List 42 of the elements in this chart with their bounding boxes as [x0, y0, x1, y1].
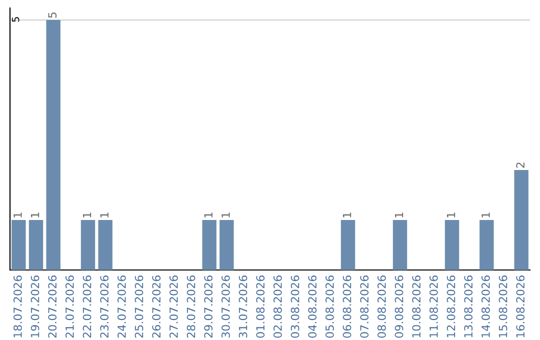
x-tick-label: 26.07.2026: [152, 276, 161, 338]
x-tick-label: 02.08.2026: [273, 276, 282, 338]
x-tick-label: 14.08.2026: [481, 276, 490, 338]
x-tick-label: 27.07.2026: [169, 276, 178, 338]
x-tick-label: 01.08.2026: [256, 276, 265, 338]
data-label: 1: [204, 212, 212, 218]
data-label: 1: [30, 212, 40, 218]
x-tick-label: 03.08.2026: [290, 276, 300, 338]
x-tick-label: 23.07.2026: [100, 276, 109, 338]
x-tick-label: 04.08.2026: [308, 276, 317, 338]
data-label: 1: [100, 212, 108, 218]
x-tick-label: 09.08.2026: [394, 276, 404, 338]
x-tick-label: 05.08.2026: [325, 276, 334, 338]
x-tick-label: 31.07.2026: [238, 276, 248, 338]
x-tick-label: 22.07.2026: [82, 276, 92, 338]
data-label: 1: [222, 212, 230, 218]
x-tick-label: 19.07.2026: [30, 276, 40, 338]
data-label: 1: [482, 212, 490, 218]
x-tick-label: 29.07.2026: [204, 276, 213, 338]
x-tick-label: 21.07.2026: [65, 276, 74, 338]
x-tick-label: 13.08.2026: [464, 276, 473, 338]
data-label: 1: [342, 212, 352, 218]
data-label: 1: [446, 212, 456, 218]
x-tick-label: 12.08.2026: [446, 276, 456, 338]
x-tick-label: 24.07.2026: [117, 276, 126, 338]
x-tick-label: 08.08.2026: [377, 276, 386, 338]
x-tick-label: 20.07.2026: [48, 276, 57, 338]
x-tick-label: 18.07.2026: [13, 276, 22, 338]
data-label: 1: [14, 212, 22, 218]
data-label: 1: [394, 212, 404, 218]
x-tick-label: 15.08.2026: [498, 276, 508, 338]
x-tick-label: 25.07.2026: [134, 276, 144, 338]
data-label: 1: [82, 212, 92, 218]
x-tick-label: 28.07.2026: [186, 276, 196, 338]
data-label: 2: [516, 162, 524, 168]
x-tick-label: 07.08.2026: [360, 276, 369, 338]
x-tick-label: 30.07.2026: [221, 276, 230, 338]
data-label: 5: [48, 12, 57, 18]
x-tick-label: 11.08.2026: [429, 276, 438, 338]
x-tick-label: 16.08.2026: [516, 276, 525, 338]
x-tick-label: 10.08.2026: [412, 276, 421, 338]
x-tick-label: 06.08.2026: [342, 276, 352, 338]
